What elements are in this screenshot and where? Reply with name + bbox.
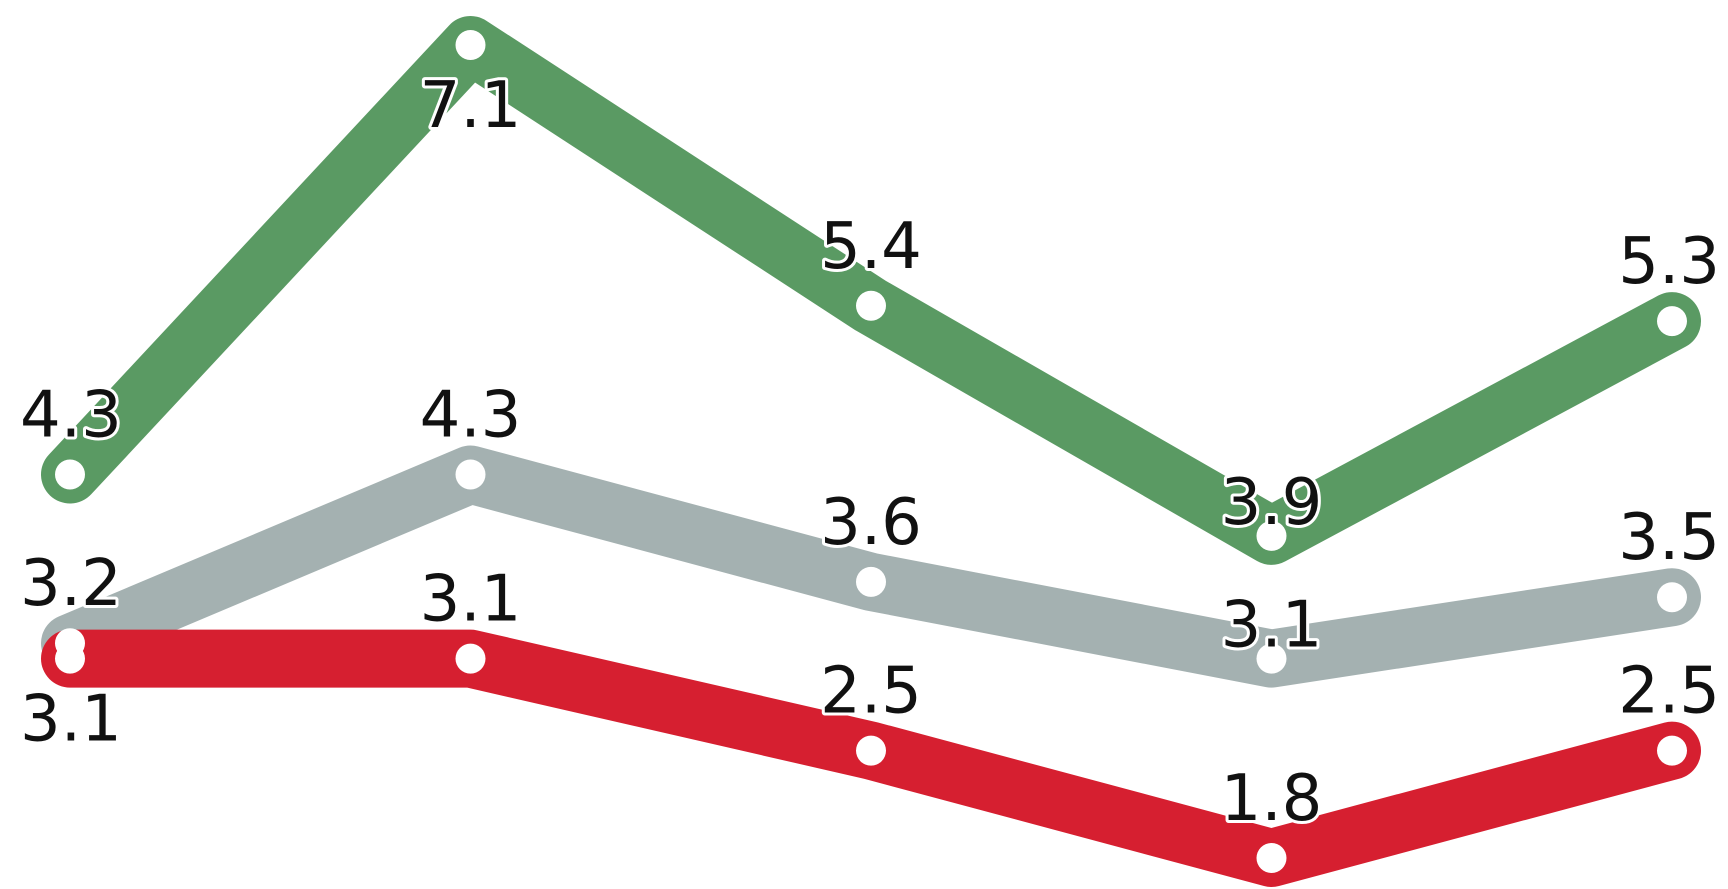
series-2-value-label: 4.3 bbox=[420, 379, 522, 453]
series-2-value-label: 3.1 bbox=[1221, 589, 1323, 663]
series-3-value-label: 1.8 bbox=[1221, 762, 1323, 836]
series-2-point bbox=[455, 459, 486, 490]
series-2-point bbox=[1657, 582, 1687, 613]
series-1-point bbox=[856, 290, 886, 321]
series-3-value-label: 2.5 bbox=[1618, 655, 1720, 729]
series-1-value-label: 5.4 bbox=[820, 210, 922, 284]
series-1-point bbox=[1657, 306, 1687, 337]
series-1-point bbox=[55, 459, 85, 490]
series-1-point bbox=[1256, 520, 1287, 551]
series-points bbox=[55, 30, 1687, 873]
series-1-value-label: 5.3 bbox=[1618, 225, 1720, 299]
data-labels: 4.3 7.1 5.4 3.9 5.3 3.2 4.3 3.6 3.1 3.5 3.1 3.1 2.5 1… bbox=[17, 66, 1723, 839]
series-2-value-label: 3.5 bbox=[1618, 501, 1720, 575]
series-2-value-label: 3.6 bbox=[820, 486, 922, 560]
series-2-value-label: 3.2 bbox=[20, 547, 122, 621]
series-2-point bbox=[1256, 643, 1287, 674]
series-3-value-label: 3.1 bbox=[420, 563, 522, 637]
series-3-point bbox=[1256, 843, 1287, 873]
series-3-value-label: 2.5 bbox=[820, 655, 922, 729]
series-1-point bbox=[455, 30, 486, 60]
series-1-value-label: 7.1 bbox=[420, 69, 522, 143]
series-3-point bbox=[1657, 735, 1687, 766]
series-3-point bbox=[55, 643, 85, 674]
series-1-value-label: 3.9 bbox=[1221, 466, 1323, 540]
series-3-value-label: 3.1 bbox=[20, 683, 122, 757]
series-1-value-label: 4.3 bbox=[20, 379, 122, 453]
series-3-point bbox=[856, 735, 886, 766]
series-3-point bbox=[455, 643, 486, 674]
series-1-line bbox=[41, 16, 1701, 565]
series-2-point bbox=[856, 566, 886, 597]
